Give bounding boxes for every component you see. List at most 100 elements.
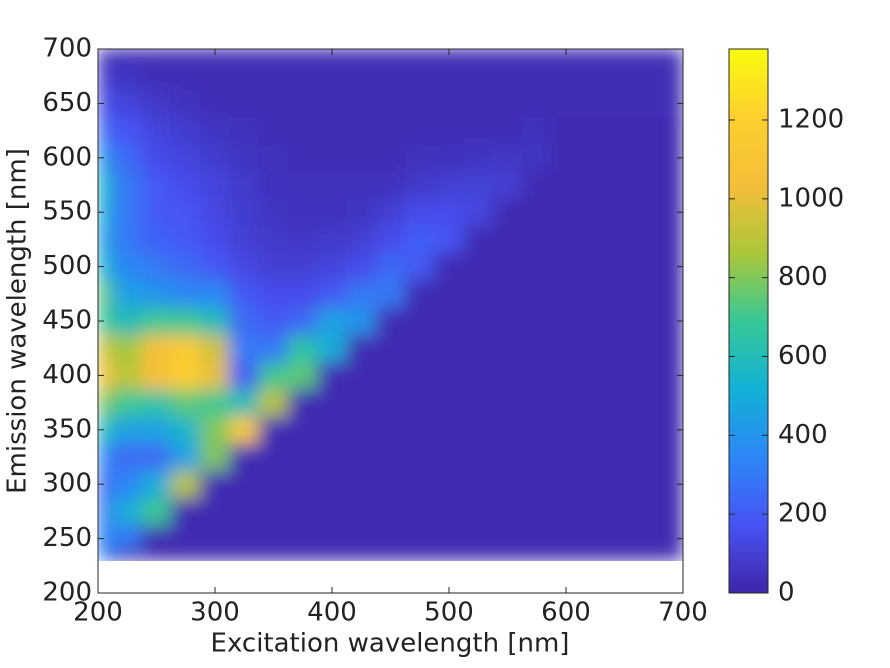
heatmap-cell — [667, 89, 683, 118]
heatmap-cell — [521, 170, 552, 200]
heatmap-cell — [112, 116, 143, 145]
heatmap-cell — [258, 497, 289, 526]
heatmap-cell — [550, 198, 582, 227]
heatmap-cell — [346, 116, 377, 145]
x-tick-label: 400 — [307, 598, 357, 628]
heatmap-cell — [98, 198, 114, 227]
heatmap-cell — [229, 415, 260, 444]
colorbar: 0 200 400 600 800 1000 1200 — [728, 48, 844, 608]
heatmap-cell — [258, 143, 289, 172]
heatmap-cell — [492, 497, 523, 526]
x-tick-label: 200 — [73, 598, 123, 628]
heatmap-cell — [287, 225, 318, 254]
heatmap-cell — [667, 497, 683, 526]
heatmap-cell — [667, 388, 683, 417]
heatmap-cell — [404, 415, 435, 444]
heatmap-cell — [258, 524, 289, 550]
heatmap-cell — [199, 361, 231, 390]
heatmap-cell — [170, 497, 201, 526]
heatmap-cell — [170, 524, 201, 550]
heatmap-cell — [170, 361, 201, 390]
heatmap-cell — [463, 415, 494, 444]
heatmap-cell — [433, 548, 465, 561]
heatmap-cell — [170, 225, 201, 254]
heatmap-cell — [199, 548, 231, 561]
heatmap-cell — [638, 361, 669, 390]
heatmap-cell — [141, 252, 172, 281]
heatmap-cell — [667, 361, 683, 390]
heatmap-cell — [258, 361, 289, 390]
heatmap-cell — [98, 524, 114, 550]
heatmap-cell — [98, 170, 114, 200]
heatmap-cell — [580, 415, 611, 444]
y-tick-label: 400 — [42, 360, 92, 390]
heatmap-cell — [667, 143, 683, 172]
heatmap-cell — [609, 497, 640, 526]
heatmap-cell — [112, 225, 143, 254]
heatmap-cell — [404, 89, 435, 118]
heatmap-cell — [638, 116, 669, 145]
heatmap-cell — [492, 143, 523, 172]
heatmap-cell — [433, 170, 465, 200]
heatmap-cell — [521, 116, 552, 145]
heatmap-cell — [638, 442, 669, 472]
heatmap-cell — [550, 497, 582, 526]
heatmap-cell — [170, 170, 201, 200]
heatmap-cell — [609, 49, 640, 64]
heatmap-cell — [550, 89, 582, 118]
heatmap-cell — [463, 442, 494, 472]
heatmap-cell — [521, 198, 552, 227]
heatmap-cell — [580, 225, 611, 254]
heatmap-cell — [170, 279, 201, 308]
heatmap-cell — [433, 143, 465, 172]
heatmap-cell — [258, 442, 289, 472]
heatmap-cell — [492, 388, 523, 417]
colorbar-tick-label: 600 — [778, 341, 828, 371]
y-tick-label: 300 — [42, 469, 92, 499]
heatmap-cell — [580, 334, 611, 363]
heatmap-cell — [346, 143, 377, 172]
heatmap-cell — [346, 62, 377, 91]
heatmap-cell — [580, 170, 611, 200]
heatmap-cell — [141, 143, 172, 172]
heatmap-cell — [316, 548, 348, 561]
heatmap-cell — [170, 442, 201, 472]
heatmap-cell — [404, 279, 435, 308]
heatmap-cell — [667, 415, 683, 444]
heatmap-cell — [112, 334, 143, 363]
heatmap-cell — [463, 198, 494, 227]
heatmap-cell — [258, 116, 289, 145]
heatmap-cell — [141, 334, 172, 363]
heatmap-cell — [463, 470, 494, 499]
heatmap-cell — [580, 548, 611, 561]
heatmap-cell — [404, 388, 435, 417]
heatmap-cell — [550, 415, 582, 444]
heatmap-cell — [638, 143, 669, 172]
heatmap-cell — [521, 143, 552, 172]
heatmap-cell — [316, 415, 348, 444]
heatmap-cell — [375, 524, 406, 550]
heatmap-cell — [667, 62, 683, 91]
heatmap-cell — [375, 388, 406, 417]
heatmap-cell — [258, 306, 289, 336]
heatmap-cell — [287, 334, 318, 363]
heatmap-cell — [98, 470, 114, 499]
heatmap-cell — [609, 116, 640, 145]
heatmap-cell — [375, 252, 406, 281]
heatmap-cell — [258, 62, 289, 91]
heatmap-cell — [550, 225, 582, 254]
heatmap-cell — [638, 89, 669, 118]
heatmap-cell — [433, 225, 465, 254]
heatmap-cell — [609, 334, 640, 363]
heatmap-cell — [346, 524, 377, 550]
heatmap-cell — [433, 198, 465, 227]
heatmap-cell — [141, 89, 172, 118]
heatmap-cell — [98, 116, 114, 145]
heatmap-cell — [492, 198, 523, 227]
heatmap-cell — [521, 252, 552, 281]
x-tick-label: 700 — [658, 598, 708, 628]
heatmap-cell — [346, 306, 377, 336]
heatmap-cell — [170, 143, 201, 172]
heatmap-cell — [98, 388, 114, 417]
heatmap-cell — [667, 170, 683, 200]
